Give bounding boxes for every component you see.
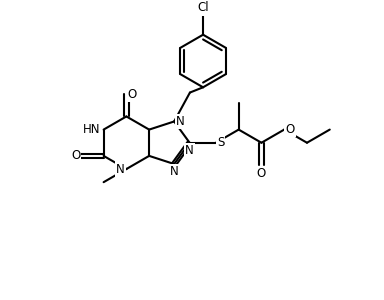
Text: N: N <box>116 163 124 176</box>
Text: S: S <box>217 136 224 149</box>
Text: Cl: Cl <box>197 2 209 14</box>
Text: HN: HN <box>83 123 101 136</box>
Text: N: N <box>185 144 194 157</box>
Text: O: O <box>285 123 295 136</box>
Text: O: O <box>127 88 137 100</box>
Text: O: O <box>257 167 266 180</box>
Text: N: N <box>176 115 185 128</box>
Text: O: O <box>71 149 80 162</box>
Text: N: N <box>170 165 179 178</box>
